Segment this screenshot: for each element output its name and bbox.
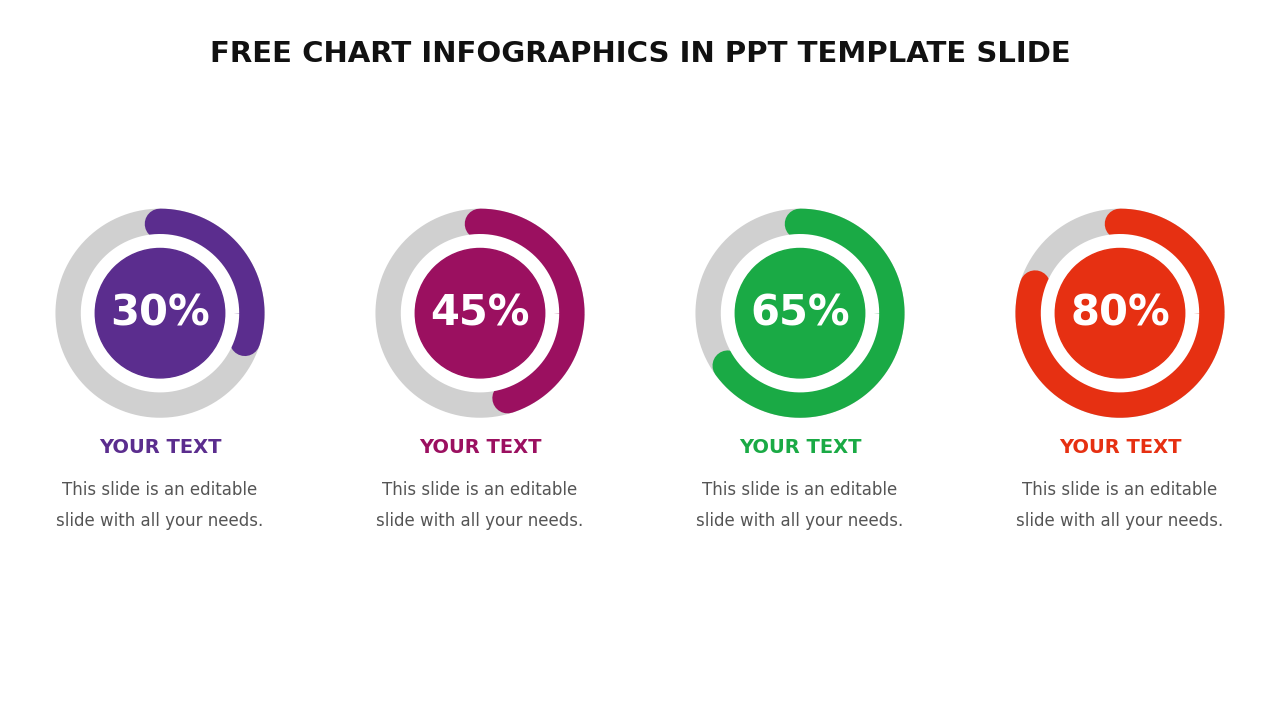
Circle shape: [95, 248, 225, 378]
Text: This slide is an editable
slide with all your needs.: This slide is an editable slide with all…: [376, 481, 584, 530]
Circle shape: [415, 248, 545, 378]
Text: 45%: 45%: [430, 292, 530, 334]
Circle shape: [1055, 248, 1185, 378]
Text: This slide is an editable
slide with all your needs.: This slide is an editable slide with all…: [1016, 481, 1224, 530]
Text: YOUR TEXT: YOUR TEXT: [739, 438, 861, 456]
Text: YOUR TEXT: YOUR TEXT: [1059, 438, 1181, 456]
Text: 30%: 30%: [110, 292, 210, 334]
Text: 80%: 80%: [1070, 292, 1170, 334]
Text: 65%: 65%: [750, 292, 850, 334]
Text: This slide is an editable
slide with all your needs.: This slide is an editable slide with all…: [56, 481, 264, 530]
Circle shape: [735, 248, 865, 378]
Text: YOUR TEXT: YOUR TEXT: [419, 438, 541, 456]
Text: FREE CHART INFOGRAPHICS IN PPT TEMPLATE SLIDE: FREE CHART INFOGRAPHICS IN PPT TEMPLATE …: [210, 40, 1070, 68]
Text: This slide is an editable
slide with all your needs.: This slide is an editable slide with all…: [696, 481, 904, 530]
Text: YOUR TEXT: YOUR TEXT: [99, 438, 221, 456]
